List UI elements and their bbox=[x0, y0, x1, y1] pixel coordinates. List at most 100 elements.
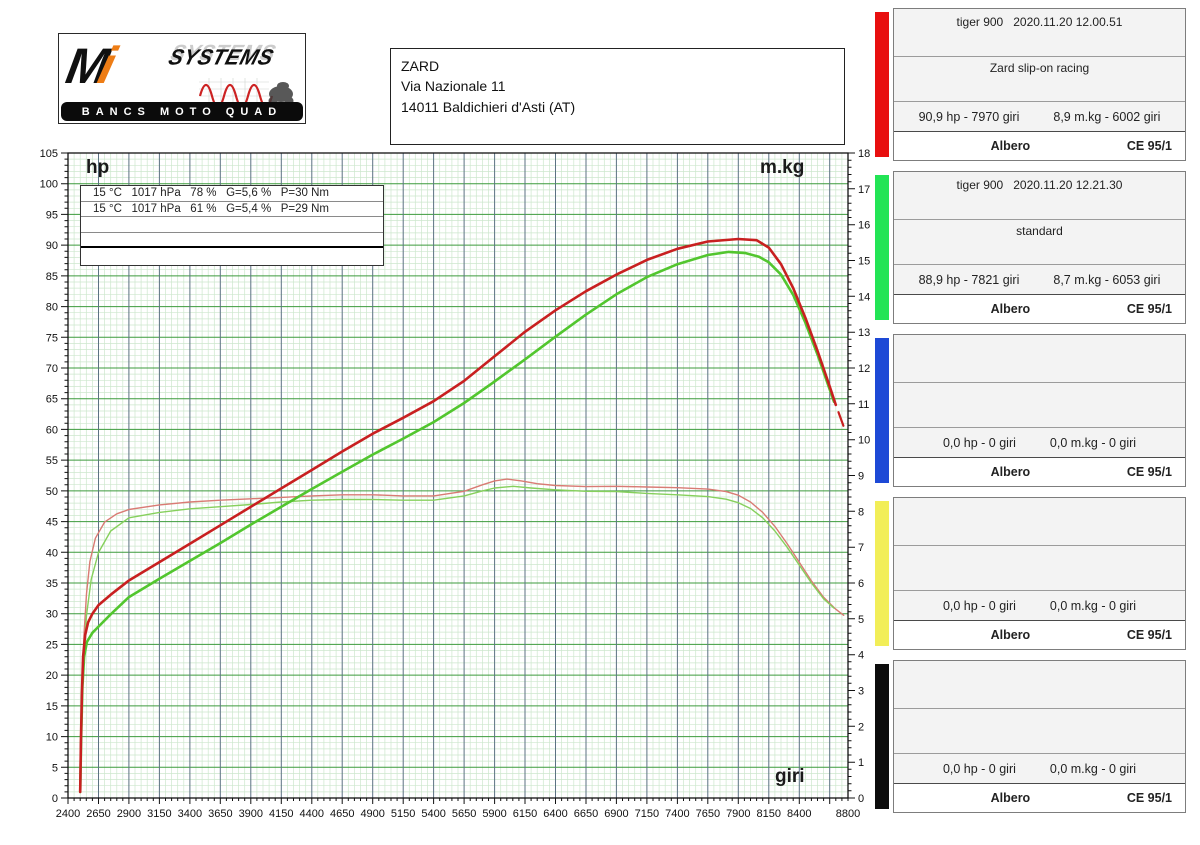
result-footer-left: Albero bbox=[990, 465, 1031, 479]
x-axis-tick-label: 3400 bbox=[178, 808, 202, 820]
plot-frame bbox=[67, 152, 849, 799]
x-axis-tick-label: 3900 bbox=[239, 808, 263, 820]
result-box: 0,0 hp - 0 giri 0,0 m.kg - 0 giri Albero… bbox=[893, 497, 1186, 650]
right-axis-tick-label: 3 bbox=[858, 686, 864, 698]
result-footer-right: CE 95/1 bbox=[1126, 302, 1172, 316]
result-subtitle: standard bbox=[894, 220, 1185, 265]
right-axis-tick-label: 5 bbox=[858, 614, 864, 626]
logo-mi-mark: Mi bbox=[62, 36, 121, 96]
result-power: 0,0 hp - 0 giri bbox=[942, 598, 1016, 613]
left-axis-tick-label: 25 bbox=[46, 639, 58, 651]
result-entry-black: 0,0 hp - 0 giri 0,0 m.kg - 0 giri Albero… bbox=[875, 660, 1186, 813]
left-axis-tick-label: 15 bbox=[46, 701, 58, 713]
left-axis-tick-label: 100 bbox=[40, 179, 58, 191]
conditions-row bbox=[81, 217, 383, 233]
right-axis-tick-label: 0 bbox=[858, 793, 864, 805]
result-footer: Albero CE 95/1 bbox=[894, 784, 1185, 812]
result-box: 0,0 hp - 0 giri 0,0 m.kg - 0 giri Albero… bbox=[893, 334, 1186, 487]
result-title: tiger 900 2020.11.20 12.00.51 bbox=[894, 9, 1185, 57]
address-line-3: 14011 Baldichieri d'Asti (AT) bbox=[401, 98, 576, 115]
mi-systems-logo: Mi SYSTEMS BANCS MOTO QUAD bbox=[58, 33, 306, 124]
x-axis-tick-label: 3650 bbox=[208, 808, 232, 820]
right-axis-tick-label: 10 bbox=[858, 435, 870, 447]
x-axis-tick-label: 6900 bbox=[604, 808, 628, 820]
result-entry-red: tiger 900 2020.11.20 12.00.51 Zard slip-… bbox=[875, 8, 1186, 161]
x-axis-tick-label: 5900 bbox=[482, 808, 506, 820]
left-axis-tick-label: 95 bbox=[46, 209, 58, 221]
right-axis-tick-label: 9 bbox=[858, 471, 864, 483]
test-conditions-box: 15 °C 1017 hPa 78 % G=5,6 % P=30 Nm 15 °… bbox=[80, 185, 384, 266]
result-values: 90,9 hp - 7970 giri 8,9 m.kg - 6002 giri bbox=[894, 102, 1185, 132]
result-entry-green: tiger 900 2020.11.20 12.21.30 standard 8… bbox=[875, 171, 1186, 324]
x-axis-tick-label: 4400 bbox=[300, 808, 324, 820]
x-axis-tick-label: 6150 bbox=[513, 808, 537, 820]
result-subtitle: Zard slip-on racing bbox=[894, 57, 1185, 102]
left-axis-tick-label: 60 bbox=[46, 424, 58, 436]
result-footer-right: CE 95/1 bbox=[1126, 465, 1172, 479]
x-axis-tick-label: 8400 bbox=[787, 808, 811, 820]
result-color-bar bbox=[875, 12, 889, 157]
axis-ticks bbox=[61, 152, 855, 804]
result-entry-blue: 0,0 hp - 0 giri 0,0 m.kg - 0 giri Albero… bbox=[875, 334, 1186, 487]
x-axis-title: giri bbox=[775, 766, 805, 787]
left-axis-tick-label: 40 bbox=[46, 547, 58, 559]
x-axis-tick-label: 6650 bbox=[574, 808, 598, 820]
x-axis-tick-label: 7650 bbox=[696, 808, 720, 820]
right-axis-tick-label: 2 bbox=[858, 721, 864, 733]
result-title: tiger 900 2020.11.20 12.21.30 bbox=[894, 172, 1185, 220]
right-axis-tick-label: 16 bbox=[858, 220, 870, 232]
right-axis-tick-label: 18 bbox=[858, 148, 870, 160]
result-footer: Albero CE 95/1 bbox=[894, 132, 1185, 160]
right-axis-tick-label: 7 bbox=[858, 542, 864, 554]
result-footer-left: Albero bbox=[990, 628, 1031, 642]
result-values: 0,0 hp - 0 giri 0,0 m.kg - 0 giri bbox=[894, 754, 1185, 784]
result-footer-right: CE 95/1 bbox=[1126, 139, 1172, 153]
conditions-row: 15 °C 1017 hPa 61 % G=5,4 % P=29 Nm bbox=[81, 202, 383, 218]
x-axis-tick-label: 7900 bbox=[726, 808, 750, 820]
x-axis-tick-label: 8800 bbox=[836, 808, 860, 820]
x-axis-tick-label: 5150 bbox=[391, 808, 415, 820]
x-axis-tick-label: 5400 bbox=[421, 808, 445, 820]
x-axis-tick-label: 4150 bbox=[269, 808, 293, 820]
left-axis-tick-label: 70 bbox=[46, 363, 58, 375]
result-footer-left: Albero bbox=[990, 791, 1031, 805]
result-box: tiger 900 2020.11.20 12.21.30 standard 8… bbox=[893, 171, 1186, 324]
result-title bbox=[894, 661, 1185, 709]
right-axis-tick-label: 4 bbox=[858, 650, 864, 662]
x-axis-tick-label: 7150 bbox=[635, 808, 659, 820]
result-footer: Albero CE 95/1 bbox=[894, 295, 1185, 323]
customer-address-box: ZARD Via Nazionale 11 14011 Baldichieri … bbox=[390, 48, 845, 145]
result-subtitle bbox=[894, 383, 1185, 428]
curve-zard-torque bbox=[79, 478, 845, 785]
curve-zard-hp-tail bbox=[837, 411, 845, 427]
right-axis-tick-label: 15 bbox=[858, 256, 870, 268]
result-color-bar bbox=[875, 338, 889, 483]
grid-minor bbox=[68, 153, 848, 798]
right-axis-title: m.kg bbox=[760, 157, 805, 178]
x-axis-tick-label: 5650 bbox=[452, 808, 476, 820]
result-power: 88,9 hp - 7821 giri bbox=[918, 272, 1020, 287]
result-subtitle bbox=[894, 709, 1185, 754]
result-torque: 0,0 m.kg - 0 giri bbox=[1049, 435, 1137, 450]
address-line-2: Via Nazionale 11 bbox=[401, 78, 506, 95]
x-axis-tick-label: 4900 bbox=[360, 808, 384, 820]
left-axis-tick-label: 30 bbox=[46, 609, 58, 621]
result-title bbox=[894, 335, 1185, 383]
result-box: tiger 900 2020.11.20 12.00.51 Zard slip-… bbox=[893, 8, 1186, 161]
x-axis-tick-label: 7400 bbox=[665, 808, 689, 820]
right-axis-tick-label: 1 bbox=[858, 757, 864, 769]
result-torque: 8,9 m.kg - 6002 giri bbox=[1053, 109, 1161, 124]
left-axis-tick-label: 80 bbox=[46, 302, 58, 314]
left-axis-tick-label: 20 bbox=[46, 670, 58, 682]
result-footer: Albero CE 95/1 bbox=[894, 621, 1185, 649]
result-footer-right: CE 95/1 bbox=[1126, 791, 1172, 805]
left-axis-tick-label: 55 bbox=[46, 455, 58, 467]
result-values: 0,0 hp - 0 giri 0,0 m.kg - 0 giri bbox=[894, 591, 1185, 621]
right-axis-tick-label: 11 bbox=[858, 399, 869, 411]
result-subtitle bbox=[894, 546, 1185, 591]
left-axis-tick-label: 85 bbox=[46, 271, 58, 283]
result-entry-yellow: 0,0 hp - 0 giri 0,0 m.kg - 0 giri Albero… bbox=[875, 497, 1186, 650]
left-axis-tick-label: 0 bbox=[52, 793, 58, 805]
